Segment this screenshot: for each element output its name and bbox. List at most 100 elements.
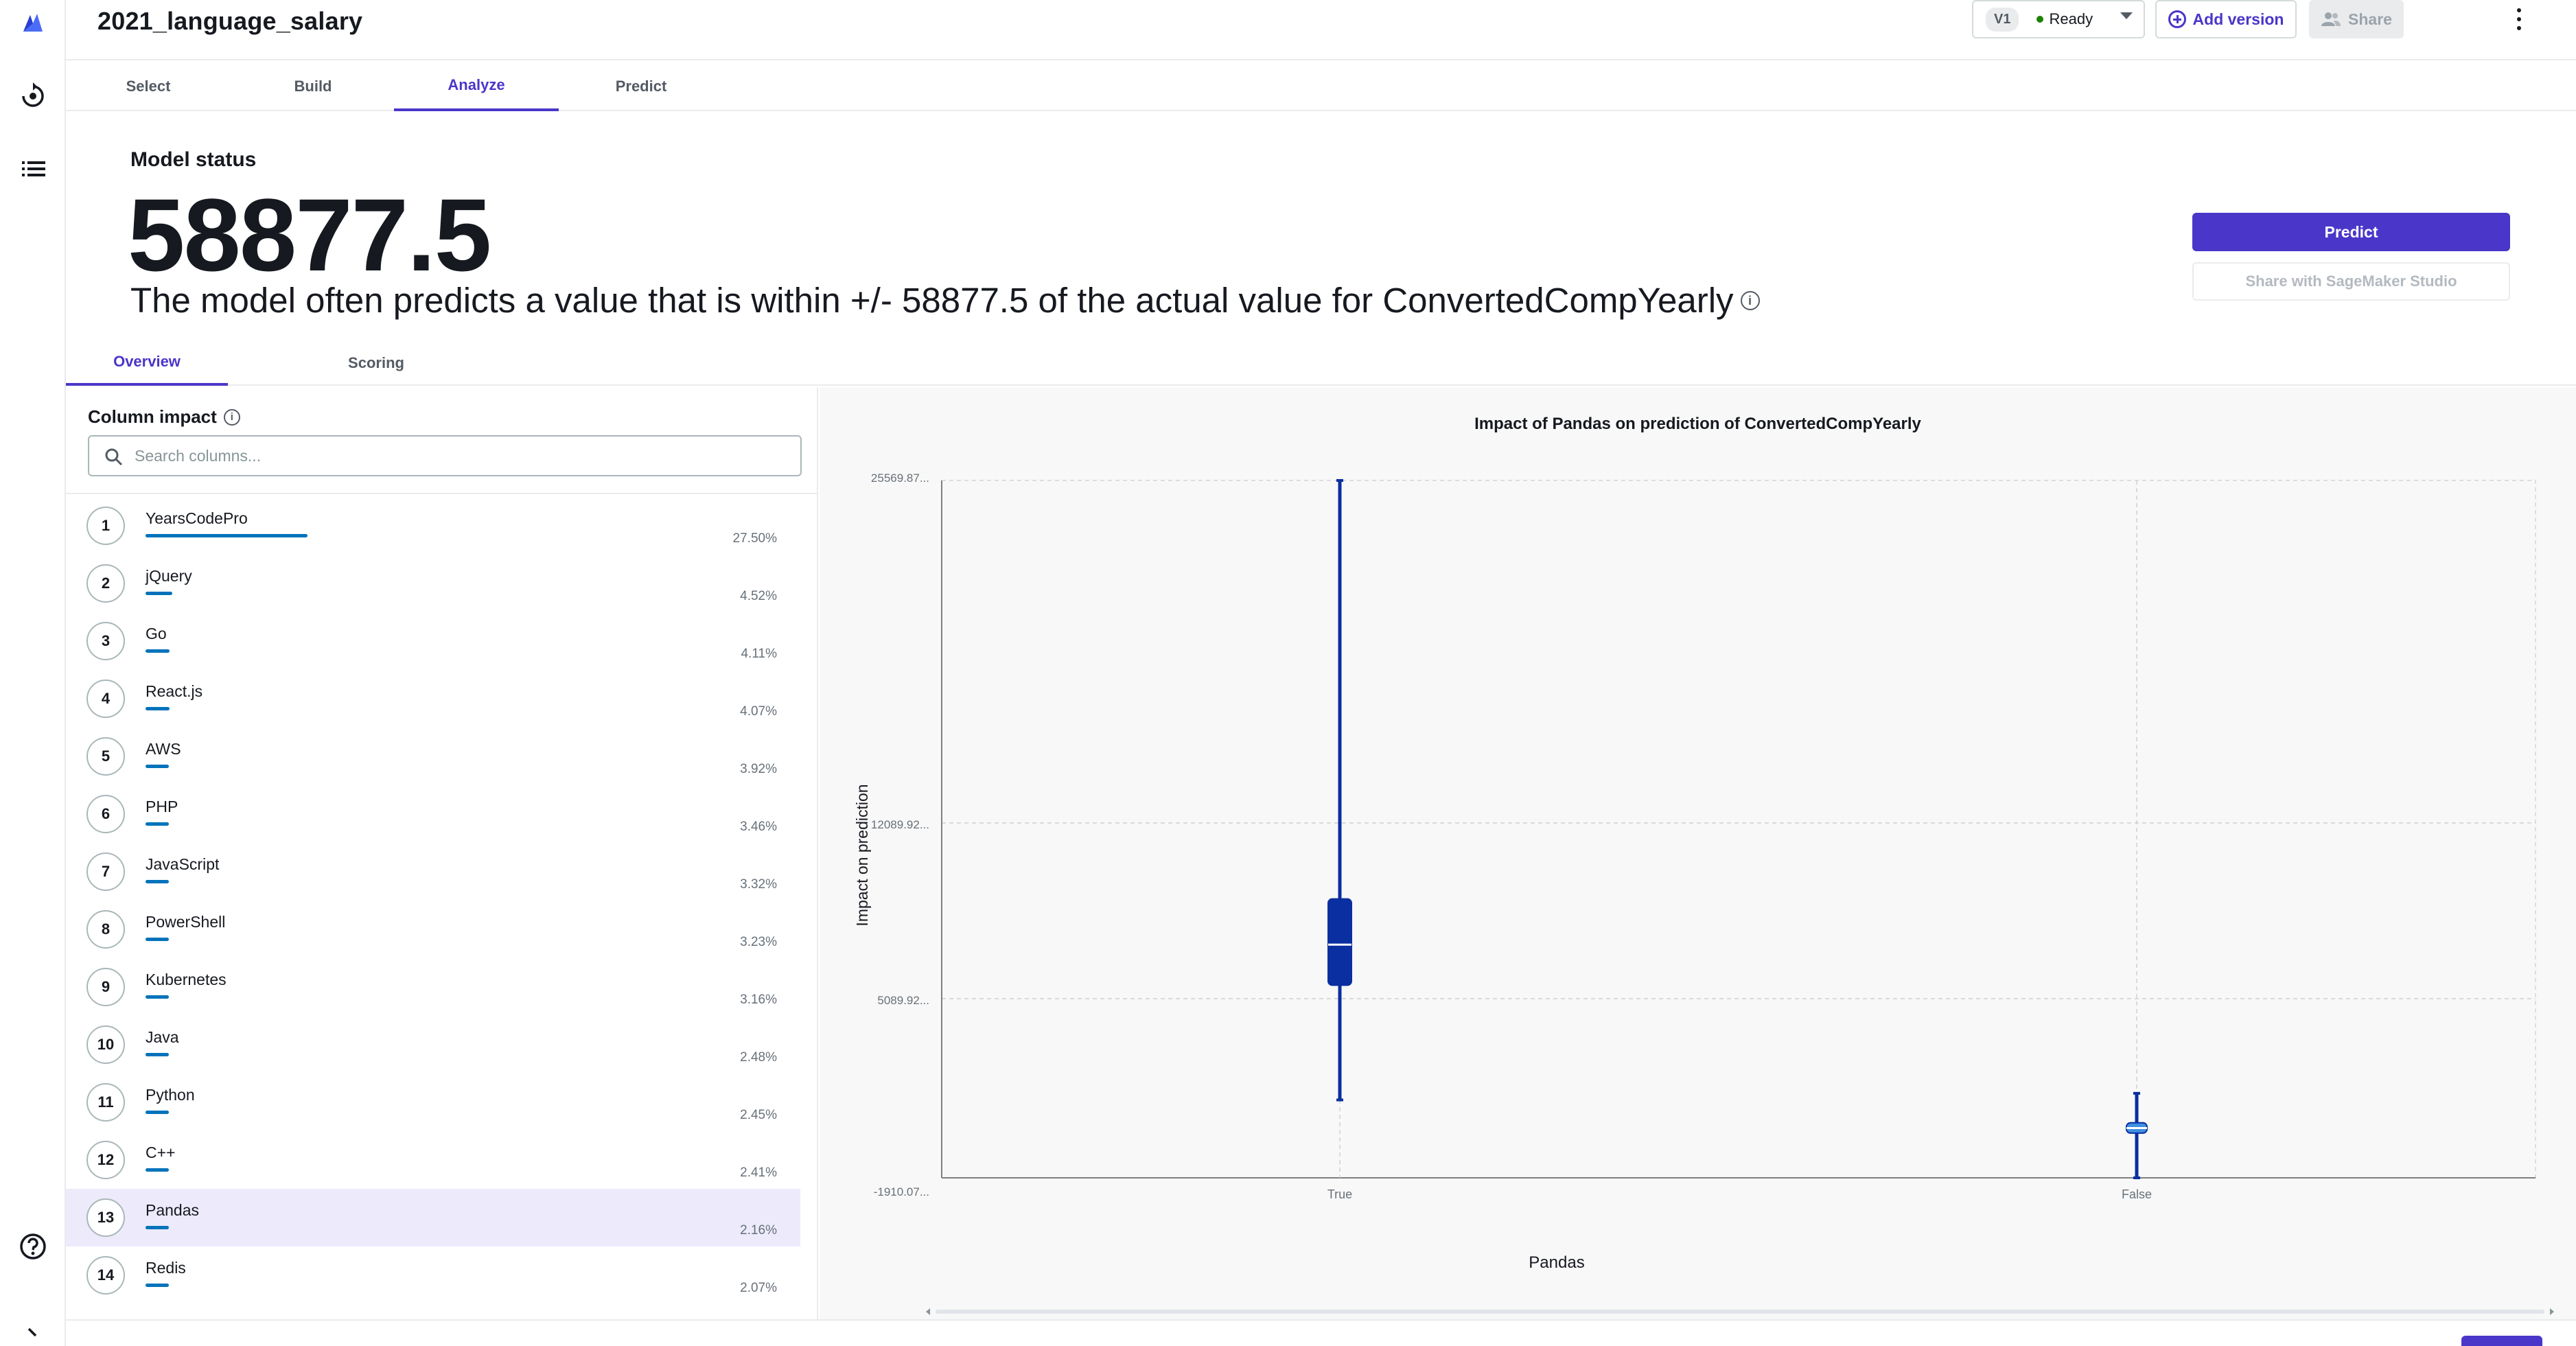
chevron-down-icon: [2120, 12, 2133, 19]
search-columns-input[interactable]: Search columns...: [88, 435, 802, 476]
impact-bar: [146, 1284, 169, 1287]
column-name: jQuery: [146, 567, 192, 585]
horizontal-scrollbar[interactable]: [923, 1307, 2557, 1316]
column-name: PowerShell: [146, 913, 226, 931]
column-impact-row[interactable]: 1 YearsCodePro 27.50%: [66, 497, 800, 555]
impact-percent: 2.48%: [740, 1050, 777, 1065]
model-title: 2021_language_salary: [97, 7, 363, 35]
impact-percent: 3.16%: [740, 993, 777, 1007]
impact-bar: [146, 1111, 169, 1114]
impact-bar: [146, 880, 169, 883]
column-impact-row[interactable]: 14 Redis 2.07%: [66, 1246, 800, 1304]
impact-bar: [146, 649, 170, 653]
tab-predict[interactable]: Predict: [615, 78, 667, 95]
help-icon[interactable]: [10, 1223, 56, 1270]
plot-area: [941, 480, 2536, 1179]
impact-percent: 4.11%: [741, 647, 777, 661]
expand-chevron-icon[interactable]: [10, 1325, 56, 1346]
impact-bar: [146, 1053, 169, 1056]
scrollbar-track[interactable]: [936, 1310, 2544, 1314]
impact-percent: 3.92%: [740, 762, 777, 776]
chart-title: Impact of Pandas on prediction of Conver…: [1474, 415, 1921, 433]
impact-percent: 4.52%: [740, 589, 777, 603]
column-impact-row[interactable]: 10 Java 2.48%: [66, 1016, 800, 1074]
column-impact-row[interactable]: 2 jQuery 4.52%: [66, 555, 800, 612]
x-axis-label: Pandas: [1529, 1253, 1585, 1272]
box-plot-chart: 25569.87... 12089.92... 5089.92... -1910.07…: [853, 472, 2536, 1201]
list-icon[interactable]: [10, 146, 56, 192]
impact-percent: 2.41%: [740, 1165, 777, 1180]
column-impact-row[interactable]: 4 React.js 4.07%: [66, 670, 800, 728]
model-status-label: Model status: [130, 148, 257, 171]
divider: [66, 493, 817, 494]
tab-analyze[interactable]: Analyze: [394, 62, 559, 111]
y-axis-label: Impact on prediction: [853, 784, 871, 926]
scroll-right-icon[interactable]: [2547, 1307, 2557, 1316]
column-impact-row[interactable]: 11 Python 2.45%: [66, 1074, 800, 1131]
search-icon: [105, 448, 123, 466]
impact-bar: [146, 938, 169, 941]
column-impact-label: Column impact: [88, 406, 217, 427]
x-tick-label: False: [2122, 1187, 2152, 1201]
tab-select[interactable]: Select: [126, 78, 171, 95]
column-name: AWS: [146, 740, 181, 758]
analysis-subtabs: Overview Scoring: [66, 340, 2576, 386]
tab-overview[interactable]: Overview: [66, 340, 228, 386]
search-placeholder: Search columns...: [135, 446, 262, 465]
column-impact-row[interactable]: 6 PHP 3.46%: [66, 785, 800, 843]
share-button[interactable]: Share: [2309, 0, 2404, 38]
bottom-action-button[interactable]: [2461, 1336, 2542, 1346]
column-impact-row[interactable]: 12 C++ 2.41%: [66, 1131, 800, 1189]
version-status: Ready: [2049, 10, 2093, 27]
model-status-value: 58877.5: [128, 177, 491, 292]
column-impact-panel: Column impact i Search columns... 1 Years…: [66, 387, 818, 1319]
column-impact-row[interactable]: 13 Pandas 2.16%: [66, 1189, 800, 1246]
impact-percent: 2.16%: [740, 1223, 777, 1238]
impact-bar: [146, 822, 169, 826]
impact-percent: 4.07%: [740, 704, 777, 719]
y-tick-label: 25569.87...: [871, 472, 929, 485]
add-version-label: Add version: [2192, 10, 2284, 28]
rank-badge: 5: [86, 737, 125, 776]
column-name: Go: [146, 625, 167, 642]
tab-scoring[interactable]: Scoring: [348, 354, 404, 371]
add-version-button[interactable]: Add version: [2155, 0, 2297, 38]
canvas-logo-icon[interactable]: [10, 0, 56, 47]
column-name: Java: [146, 1028, 179, 1046]
workflow-tabs: Select Build Analyze Predict: [66, 62, 2576, 111]
add-circle-icon: [2168, 10, 2186, 28]
column-name: React.js: [146, 682, 203, 700]
version-select[interactable]: V1 Ready: [1972, 0, 2145, 38]
column-name: Redis: [146, 1259, 186, 1277]
top-header: 2021_language_salary: [66, 0, 2576, 60]
share-label: Share: [2348, 10, 2392, 28]
rank-badge: 10: [86, 1025, 125, 1064]
column-impact-row[interactable]: 8 PowerShell 3.23%: [66, 901, 800, 958]
column-impact-row[interactable]: 9 Kubernetes 3.16%: [66, 958, 800, 1016]
info-icon[interactable]: i: [1740, 290, 1760, 310]
predict-button[interactable]: Predict: [2192, 213, 2510, 251]
scroll-left-icon[interactable]: [923, 1307, 933, 1316]
column-impact-row[interactable]: 7 JavaScript 3.32%: [66, 843, 800, 901]
impact-bar: [146, 1226, 169, 1229]
rank-badge: 4: [86, 680, 125, 718]
tab-build[interactable]: Build: [294, 78, 332, 95]
impact-bar: [146, 765, 169, 768]
column-impact-row[interactable]: 5 AWS 3.92%: [66, 728, 800, 785]
info-icon[interactable]: i: [223, 408, 240, 426]
rank-badge: 11: [86, 1083, 125, 1122]
y-tick-label: -1910.07...: [874, 1185, 929, 1198]
left-rail: [0, 0, 66, 1346]
impact-percent: 27.50%: [732, 531, 777, 546]
rank-badge: 8: [86, 910, 125, 949]
model-status-description: The model often predicts a value that is…: [130, 280, 1760, 321]
column-name: Kubernetes: [146, 971, 227, 988]
impact-bar: [146, 1168, 169, 1172]
x-tick-label: True: [1327, 1187, 1352, 1201]
more-options-icon[interactable]: [2512, 5, 2526, 33]
refresh-models-icon[interactable]: [10, 73, 56, 119]
column-impact-row[interactable]: 3 Go 4.11%: [66, 612, 800, 670]
impact-percent: 3.46%: [740, 820, 777, 834]
share-with-studio-button[interactable]: Share with SageMaker Studio: [2192, 262, 2510, 301]
column-name: Python: [146, 1086, 195, 1104]
